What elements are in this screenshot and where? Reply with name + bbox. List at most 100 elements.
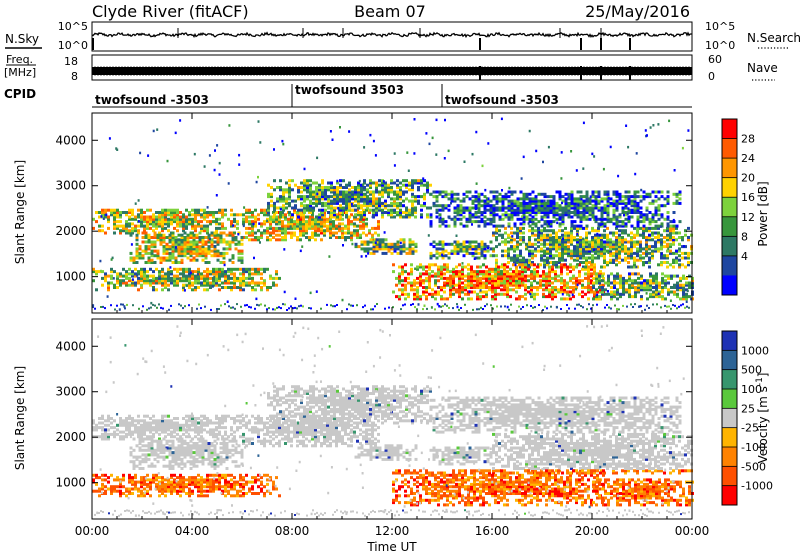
echo-cell (318, 188, 321, 192)
echo-cell (640, 288, 643, 292)
echo-cell (486, 208, 490, 212)
echo-cell (447, 208, 451, 212)
echo-cell (506, 290, 509, 294)
echo-cell (320, 229, 323, 233)
echo-cell (414, 249, 418, 253)
echo-cell (512, 283, 515, 287)
echo-cell (606, 201, 610, 205)
echo-cell (564, 206, 568, 210)
echo-cell (642, 215, 646, 219)
echo-cell (470, 279, 473, 283)
echo-cell (564, 242, 567, 246)
echo-cell (257, 236, 260, 239)
echo-cell (631, 272, 634, 276)
echo-cell (390, 179, 393, 183)
echo-cell (467, 267, 470, 271)
echo-cell (492, 224, 496, 228)
echo-cell (116, 272, 119, 276)
echo-cell (676, 281, 679, 285)
echo-cell (651, 226, 654, 230)
echo-cell (174, 236, 178, 239)
echo-cell (363, 188, 366, 192)
echo-cell (545, 279, 548, 283)
echo-cell (684, 245, 687, 249)
echo-cell (393, 199, 396, 203)
echo-cell (660, 215, 664, 219)
echo-cell (150, 254, 154, 258)
echo-cell (646, 283, 649, 287)
echo-cell (183, 247, 187, 251)
echo-cell (318, 215, 321, 219)
echo-cell (381, 208, 384, 212)
echo-cell (485, 283, 488, 287)
echo-cell (423, 179, 426, 183)
echo-cell (110, 258, 113, 261)
echo-cell (588, 208, 592, 212)
echo-cell (137, 288, 140, 292)
echo-cell (506, 274, 509, 278)
echo-cell (242, 279, 245, 283)
echo-cell (330, 215, 333, 219)
echo-cell (216, 254, 220, 258)
echo-cell (134, 283, 137, 287)
echo-cell (407, 169, 410, 172)
echo-cell (167, 220, 170, 224)
echo-cell (516, 213, 520, 217)
echo-cell (384, 183, 387, 187)
echo-cell (357, 201, 360, 205)
echo-cell (420, 215, 423, 219)
echo-cell (176, 274, 179, 278)
echo-cell (613, 290, 616, 294)
echo-cell (525, 211, 529, 214)
echo-cell (590, 288, 593, 292)
echo-cell (242, 220, 245, 224)
echo-cell (135, 233, 139, 237)
echo-cell (539, 281, 542, 285)
echo-cell (336, 186, 339, 189)
cpid-segment-label-3: twofsound -3503 (445, 93, 559, 107)
echo-cell (339, 211, 342, 214)
freq-tick-bottom: 8 (71, 70, 78, 83)
echo-cell (290, 220, 293, 224)
echo-cell (381, 213, 384, 217)
echo-cell (551, 270, 554, 274)
echo-cell (546, 206, 550, 210)
echo-cell (512, 272, 515, 276)
echo-cell (588, 231, 591, 235)
echo-cell (267, 204, 270, 208)
echo-cell (579, 204, 583, 208)
echo-cell (254, 272, 257, 276)
echo-cell (524, 283, 527, 287)
echo-cell (209, 281, 212, 285)
echo-cell (393, 192, 396, 196)
echo-cell (561, 256, 564, 260)
echo-cell (588, 261, 591, 264)
echo-cell (359, 236, 362, 239)
echo-cell (402, 211, 405, 214)
echo-cell (468, 217, 472, 221)
echo-cell (572, 295, 575, 299)
echo-cell (171, 238, 175, 242)
echo-cell (441, 220, 445, 224)
echo-cell (321, 201, 324, 205)
echo-cell (185, 274, 188, 278)
echo-cell (603, 197, 607, 201)
echo-cell (540, 208, 544, 212)
echo-cell (455, 290, 458, 294)
echo-cell (536, 292, 539, 296)
echo-cell (576, 232, 579, 236)
echo-cell (401, 288, 404, 292)
echo-cell (273, 206, 276, 210)
echo-cell (438, 247, 442, 251)
echo-cell (309, 183, 312, 187)
echo-cell (444, 190, 448, 194)
echo-cell (367, 252, 370, 255)
echo-cell (619, 295, 622, 299)
echo-cell (297, 208, 300, 212)
echo-cell (413, 279, 416, 283)
echo-cell (232, 224, 235, 227)
echo-cell (113, 226, 116, 230)
echo-cell (579, 215, 583, 219)
echo-cell (516, 204, 520, 208)
echo-cell (215, 274, 218, 278)
